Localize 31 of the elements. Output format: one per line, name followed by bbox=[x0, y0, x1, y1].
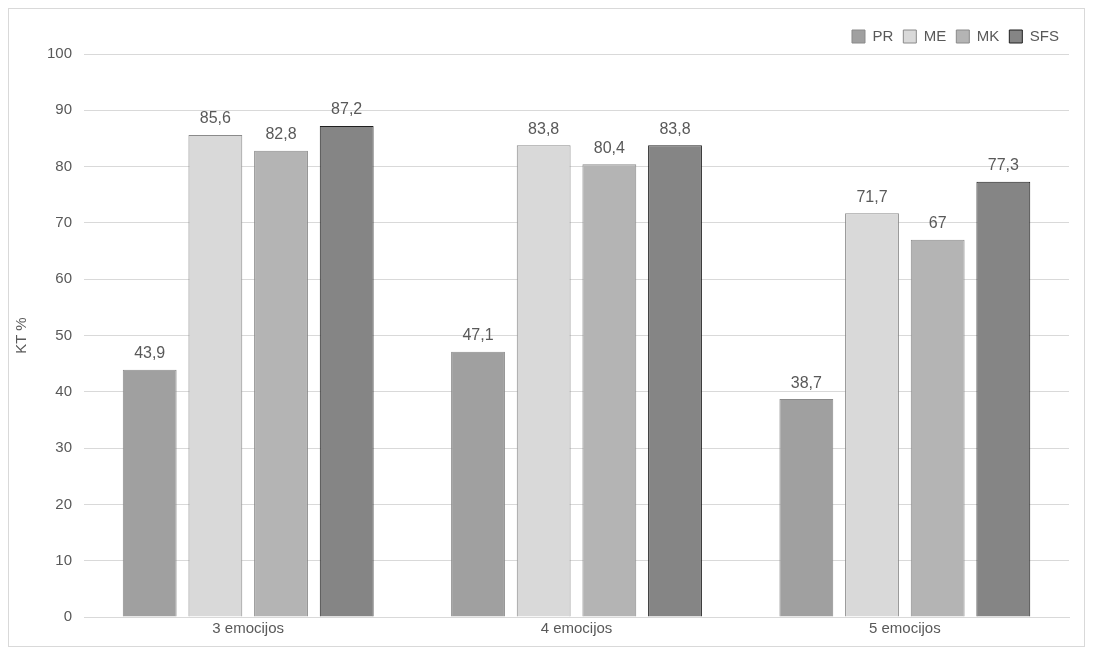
y-tick-label: 50 bbox=[55, 325, 73, 343]
y-axis-title: KT % bbox=[12, 317, 30, 354]
x-tick-label: 4 emocijos bbox=[540, 619, 613, 637]
data-label: 67 bbox=[928, 214, 947, 232]
y-tick-label: 40 bbox=[55, 381, 73, 399]
data-label: 77,3 bbox=[987, 156, 1020, 174]
legend-label: PR bbox=[872, 26, 894, 44]
y-tick-label: 60 bbox=[55, 269, 73, 287]
y-tick-label: 30 bbox=[55, 438, 73, 456]
legend-label: MK bbox=[976, 26, 1000, 44]
x-tick-label: 3 emocijos bbox=[212, 619, 285, 637]
y-tick-label: 10 bbox=[55, 550, 73, 568]
legend-label: SFS bbox=[1029, 26, 1060, 44]
y-tick-label: 90 bbox=[55, 100, 73, 118]
x-tick-label: 5 emocijos bbox=[868, 619, 941, 637]
y-tick-label: 0 bbox=[63, 607, 73, 625]
data-label: 82,8 bbox=[265, 125, 297, 143]
y-tick-label: 70 bbox=[55, 213, 73, 231]
data-label: 71,7 bbox=[856, 187, 888, 205]
y-tick-label: 20 bbox=[55, 494, 73, 512]
y-tick-label: 100 bbox=[47, 44, 73, 62]
data-label: 85,6 bbox=[199, 109, 232, 127]
legend-label: ME bbox=[923, 26, 947, 44]
data-label: 43,9 bbox=[134, 344, 166, 362]
data-label: 47,1 bbox=[462, 326, 494, 344]
data-label: 83,8 bbox=[528, 119, 560, 137]
data-label: 80,4 bbox=[593, 138, 626, 156]
data-label: 83,8 bbox=[659, 119, 691, 137]
y-tick-label: 80 bbox=[55, 156, 73, 174]
data-label: 87,2 bbox=[331, 100, 363, 118]
data-label: 38,7 bbox=[790, 373, 823, 391]
